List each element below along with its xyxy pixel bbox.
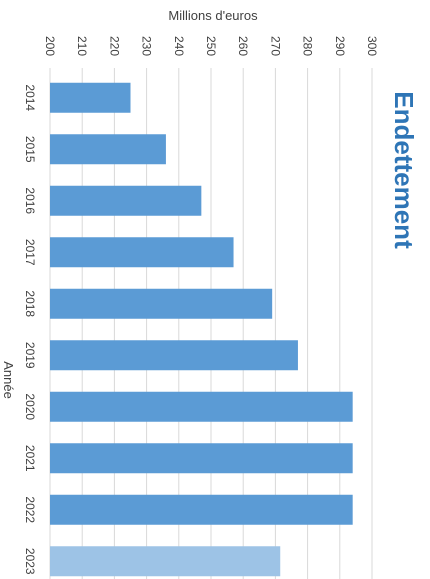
x-tick-label: 270 — [268, 36, 282, 56]
x-tick-label: 250 — [204, 36, 218, 56]
bar-2014 — [50, 82, 131, 113]
chart-title: Endettement — [389, 91, 419, 249]
y-axis-title: Année — [1, 361, 16, 399]
category-labels: 2014 2015 2016 2017 2018 2019 2020 2021 2022 2023 — [23, 84, 37, 575]
category-label: 2020 — [23, 393, 37, 420]
bar-2022 — [50, 494, 353, 525]
bar-2021 — [50, 443, 353, 474]
x-tick-label: 230 — [140, 36, 154, 56]
category-label: 2016 — [23, 187, 37, 214]
category-label: 2015 — [23, 136, 37, 163]
bar-2019 — [50, 340, 298, 371]
x-tick-label: 210 — [75, 36, 89, 56]
category-label: 2022 — [23, 496, 37, 523]
x-tick-label: 280 — [301, 36, 315, 56]
category-label: 2019 — [23, 342, 37, 369]
bar-2018 — [50, 288, 273, 319]
category-label: 2017 — [23, 239, 37, 266]
x-tick-label: 260 — [236, 36, 250, 56]
x-axis-title: Millions d'euros — [168, 8, 258, 23]
bar-2015 — [50, 134, 166, 165]
x-tick-label: 220 — [107, 36, 121, 56]
category-label: 2021 — [23, 445, 37, 472]
bar-2016 — [50, 185, 202, 216]
x-tick-labels: 200 210 220 230 240 250 260 270 280 290 300 — [43, 36, 379, 56]
category-label: 2018 — [23, 290, 37, 317]
x-tick-label: 240 — [172, 36, 186, 56]
x-tick-label: 300 — [365, 36, 379, 56]
bar-2017 — [50, 237, 234, 268]
category-label: 2014 — [23, 84, 37, 111]
bar-2020 — [50, 391, 353, 422]
x-tick-label: 200 — [43, 36, 57, 56]
bars — [50, 82, 353, 577]
x-tick-label: 290 — [333, 36, 347, 56]
bar-2023 — [50, 546, 281, 577]
category-label: 2023 — [23, 548, 37, 575]
